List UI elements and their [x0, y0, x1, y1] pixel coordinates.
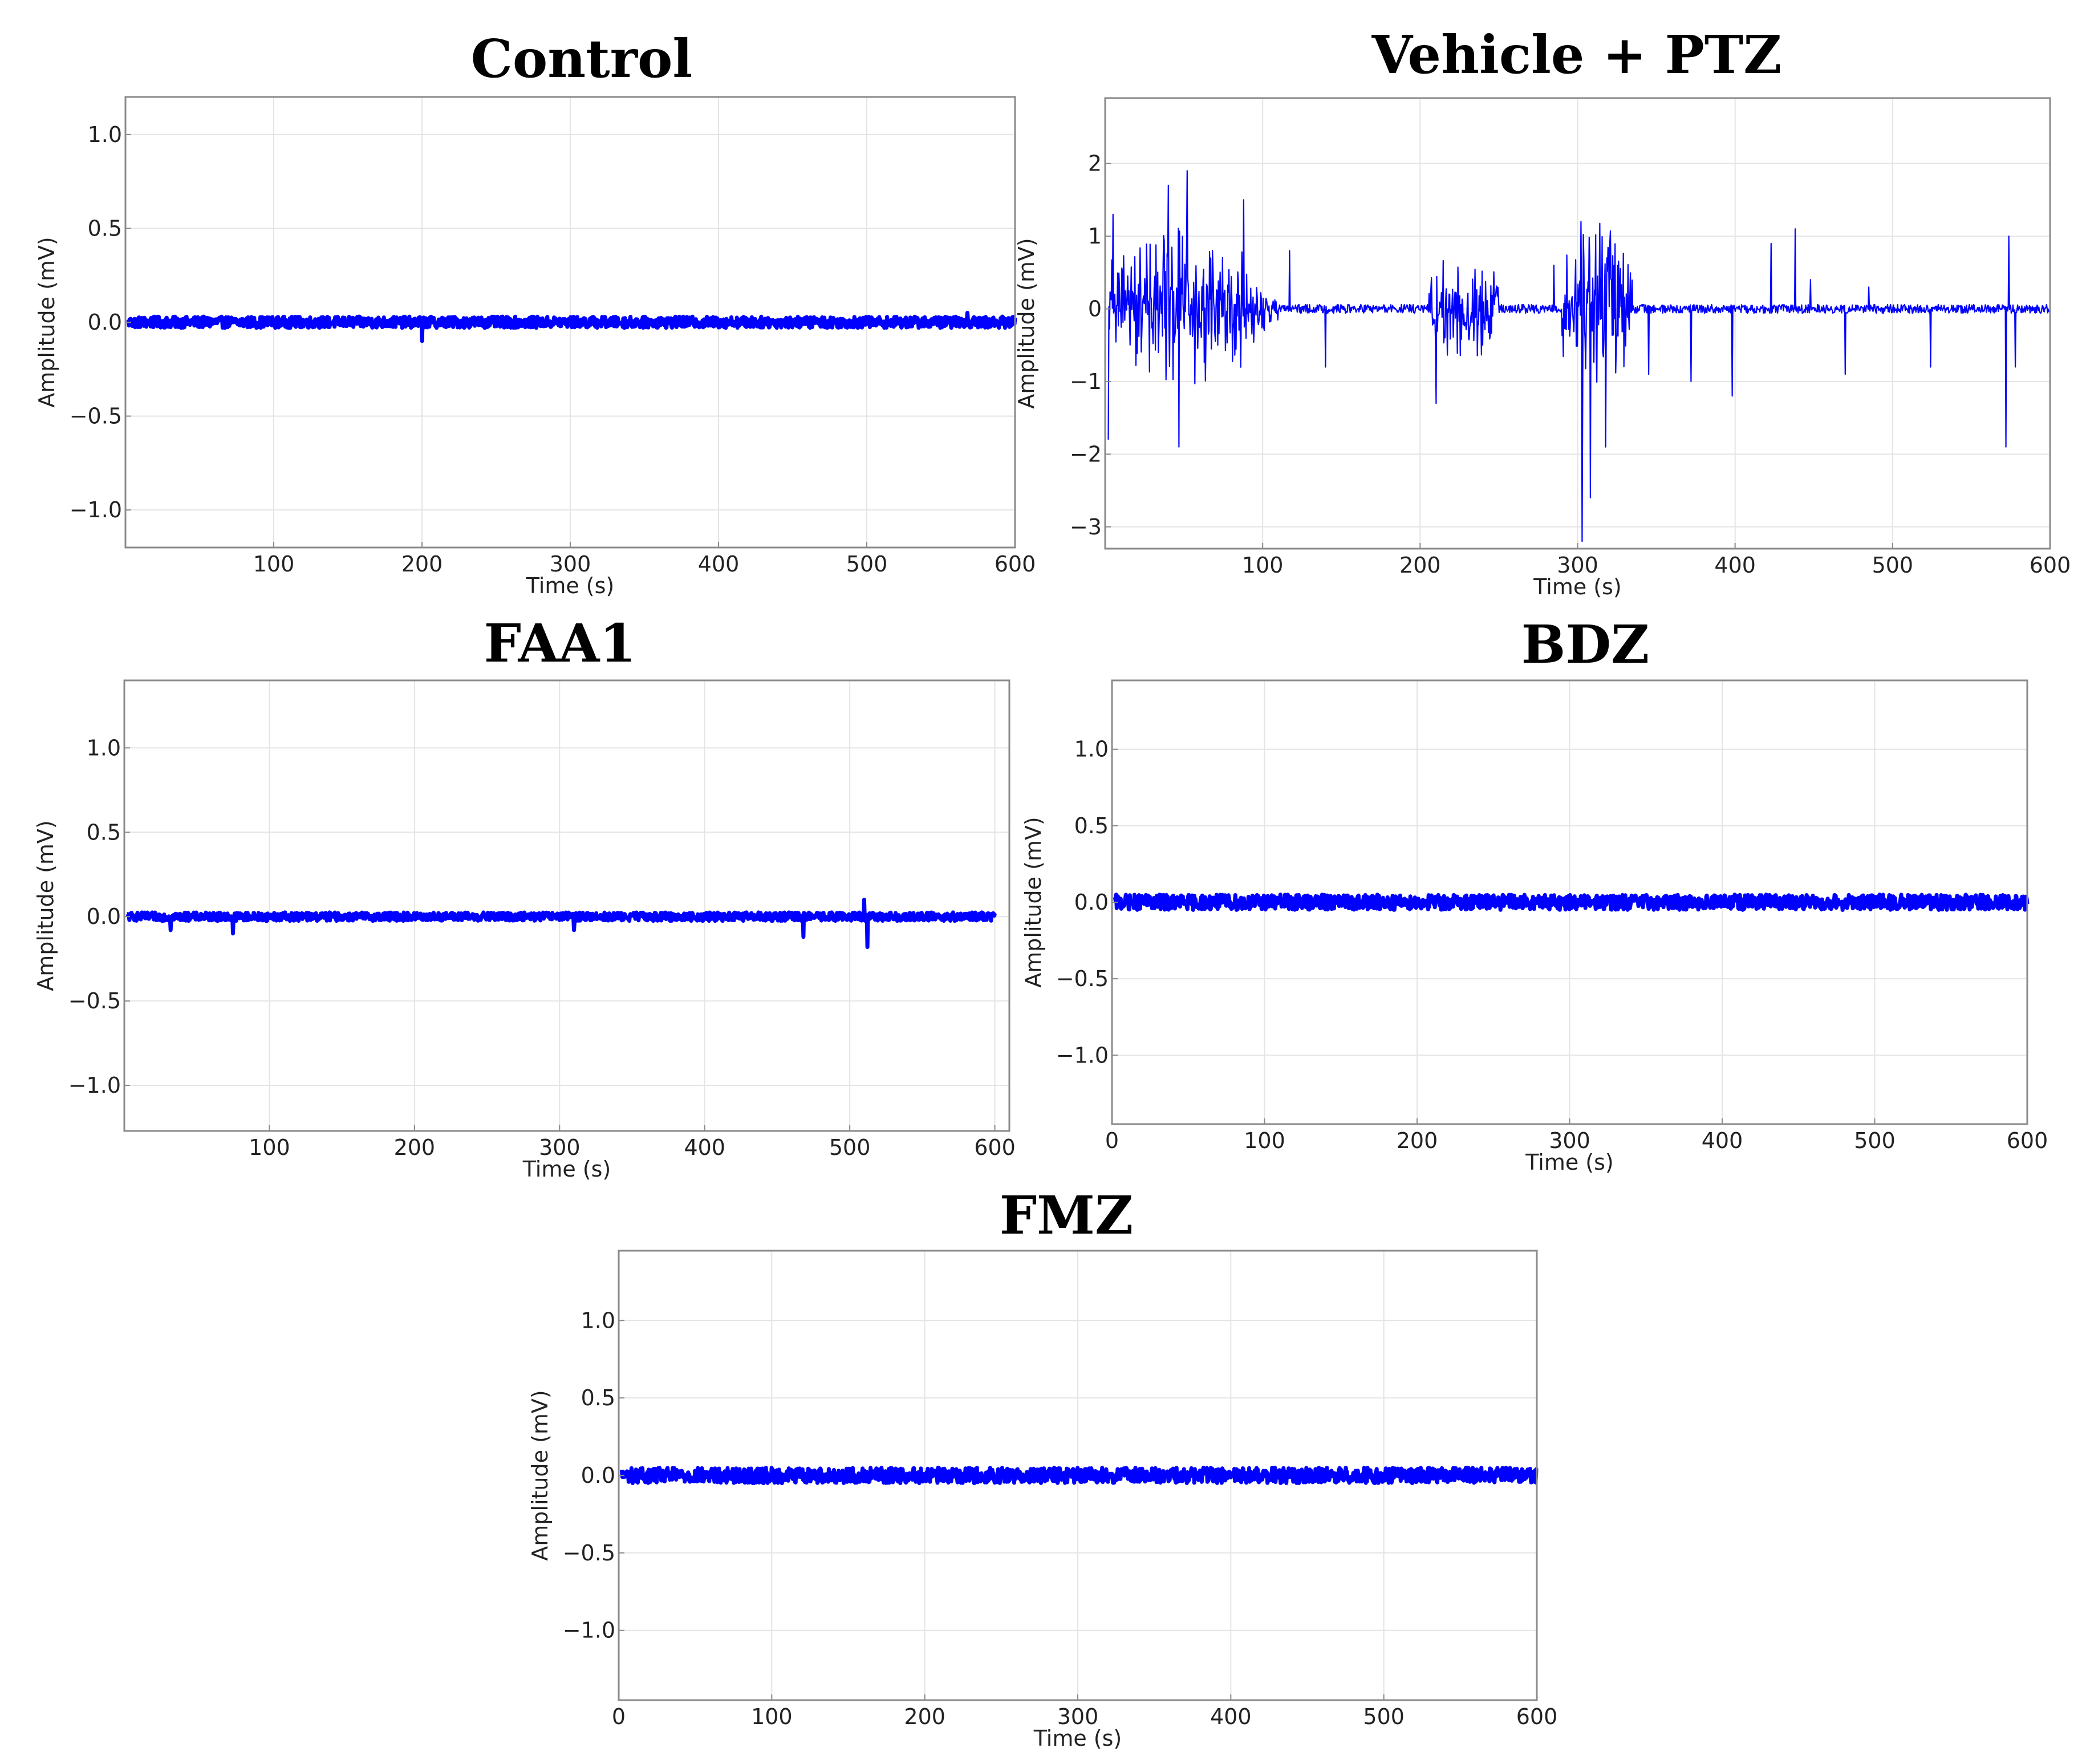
y-tick-label: −0.5 [563, 1540, 615, 1566]
y-tick-label: 0.5 [581, 1385, 615, 1410]
y-tick-label: −0.5 [1056, 966, 1109, 991]
panel-title: BDZ [1521, 614, 1650, 675]
y-tick-label: −3 [1070, 514, 1102, 540]
y-tick-label: −0.5 [70, 404, 122, 429]
eeg-trace-line [1113, 893, 2030, 912]
x-tick-label: 0 [612, 1704, 626, 1729]
x-tick-label: 600 [974, 1135, 1016, 1160]
x-tick-label: 0 [1105, 1128, 1119, 1153]
x-tick-label: 600 [2007, 1128, 2048, 1153]
x-tick-label: 100 [249, 1135, 290, 1160]
panel-title: Control [471, 28, 693, 90]
x-tick-label: 300 [539, 1135, 581, 1160]
y-tick-label: 0.5 [1074, 813, 1109, 838]
x-tick-label: 400 [1714, 553, 1756, 578]
eeg-trace-line [619, 1465, 1539, 1486]
y-tick-label: 2 [1088, 151, 1102, 176]
eeg-trace-line [1107, 170, 2051, 542]
y-axis-label: Amplitude (mV) [1014, 238, 1039, 408]
y-axis-label: Amplitude (mV) [1021, 817, 1046, 987]
x-tick-label: 400 [684, 1135, 725, 1160]
x-tick-label: 100 [1244, 1128, 1285, 1153]
x-axis-label: Time (s) [1033, 1726, 1122, 1751]
x-axis-label: Time (s) [1525, 1150, 1614, 1175]
x-tick-label: 500 [1854, 1128, 1896, 1153]
x-tick-label: 200 [904, 1704, 945, 1729]
x-tick-label: 300 [550, 551, 591, 577]
chart-panel-bdz: BDZ 0 100 200 300 400 500 600 1.0 0.5 0.0 −0.5 −1.0 T… [1021, 614, 2048, 1175]
x-axis-label: Time (s) [1533, 574, 1622, 599]
y-tick-label: −1.0 [563, 1618, 615, 1643]
panel-title: Vehicle + PTZ [1371, 24, 1782, 86]
y-tick-label: 1.0 [87, 735, 121, 760]
x-tick-label: 400 [698, 551, 740, 577]
y-tick-label: 1.0 [1074, 737, 1109, 762]
y-tick-label: −1.0 [68, 1073, 121, 1098]
x-tick-label: 600 [995, 551, 1036, 577]
y-tick-label: 1.0 [581, 1308, 615, 1333]
y-tick-label: −1.0 [70, 497, 122, 522]
x-axis-label: Time (s) [522, 1157, 611, 1182]
x-tick-label: 100 [253, 551, 295, 577]
y-tick-label: 1.0 [88, 122, 122, 147]
y-tick-label: −2 [1070, 441, 1102, 467]
x-tick-label: 400 [1702, 1128, 1743, 1153]
chart-panel-faa1: FAA1 100 200 300 400 500 600 1.0 0.5 0.0 −0.5 −1.0 T… [33, 613, 1016, 1182]
x-tick-label: 200 [401, 551, 443, 577]
y-tick-label: −1.0 [1056, 1043, 1109, 1068]
x-tick-label: 500 [846, 551, 888, 577]
y-axis-label: Amplitude (mV) [34, 237, 59, 407]
x-tick-label: 300 [1057, 1704, 1099, 1729]
x-tick-label: 300 [1549, 1128, 1590, 1153]
eeg-trace-line [126, 311, 1017, 343]
x-tick-label: 600 [1516, 1704, 1558, 1729]
y-tick-label: 0.0 [87, 904, 121, 929]
x-axis-label: Time (s) [526, 573, 615, 598]
chart-panel-control: Control 100 200 300 400 500 600 1.0 0.5 0.0 −0.5 −1… [34, 28, 1036, 598]
x-tick-label: 200 [1397, 1128, 1438, 1153]
y-tick-label: 0.5 [88, 216, 122, 241]
y-axis-label: Amplitude (mV) [33, 820, 58, 991]
plot-frame [123, 679, 1010, 1132]
x-tick-label: 400 [1210, 1704, 1252, 1729]
x-tick-label: 500 [1872, 553, 1914, 578]
x-tick-label: 100 [1242, 553, 1284, 578]
eeg-trace-line [125, 898, 997, 949]
x-tick-label: 200 [1399, 553, 1441, 578]
chart-panel-vehicle-ptz: Vehicle + PTZ 100 200 300 400 500 600 2 1 0 −1 −2 −3… [1014, 24, 2071, 599]
y-axis-label: Amplitude (mV) [527, 1390, 553, 1560]
x-tick-label: 500 [1363, 1704, 1405, 1729]
y-tick-label: 0.0 [88, 310, 122, 335]
y-tick-label: 0.0 [1074, 890, 1109, 915]
y-tick-label: −0.5 [68, 988, 121, 1013]
y-tick-label: 1 [1088, 224, 1102, 249]
y-tick-label: −1 [1070, 369, 1102, 394]
x-tick-label: 500 [829, 1135, 871, 1160]
x-tick-label: 200 [394, 1135, 436, 1160]
y-tick-label: 0.0 [581, 1463, 615, 1488]
chart-panel-fmz: FMZ 0 100 200 300 400 500 600 1.0 0.5 0.0 −0.5 −1.0 T… [527, 1185, 1557, 1751]
x-tick-label: 600 [2030, 553, 2071, 578]
panel-title: FMZ [1000, 1185, 1133, 1246]
y-tick-label: 0.5 [87, 820, 121, 845]
x-tick-label: 100 [751, 1704, 793, 1729]
y-tick-label: 0 [1088, 297, 1102, 322]
panel-title: FAA1 [484, 613, 636, 674]
x-tick-label: 300 [1557, 553, 1598, 578]
